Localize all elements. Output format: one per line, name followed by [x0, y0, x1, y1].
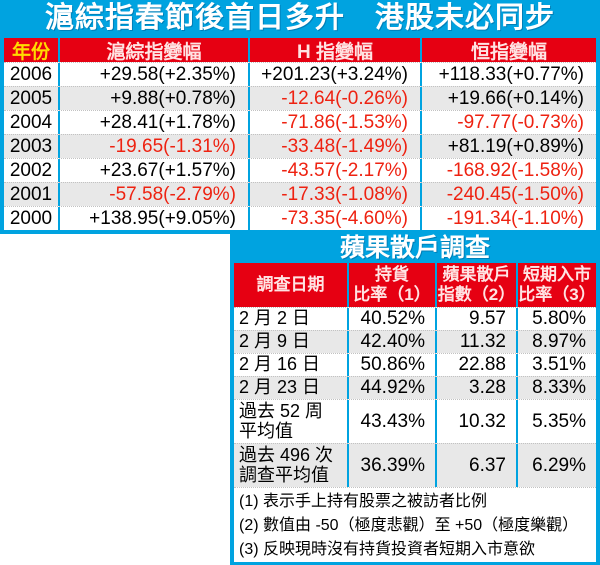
- hshare-cell: -17.33(-1.08%): [248, 183, 420, 206]
- survey-header-row: 調查日期 持貨 比率（1） 蘋果散戶 指數（2） 短期入市 比率（3）: [234, 263, 596, 307]
- entry-cell: 3.51%: [516, 354, 596, 376]
- hshare-cell: -12.64(-0.26%): [248, 87, 420, 110]
- hsi-cell: -168.92(-1.58%): [420, 159, 596, 182]
- footnote-1: (1) 表示手上持有股票之被訪者比例: [239, 493, 488, 510]
- holding-cell: 44.92%: [347, 377, 435, 399]
- col-header-holding-ratio: 持貨 比率（1）: [347, 263, 435, 307]
- holding-cell: 43.43%: [347, 400, 435, 443]
- col-header-sse-change: 滬綜指變幅: [58, 38, 248, 63]
- hshare-cell: -73.35(-4.60%): [248, 207, 420, 230]
- footnote-2: (2) 數值由 -50（極度悲觀）至 +50（極度樂觀）: [239, 517, 579, 534]
- entry-cell: 8.33%: [516, 377, 596, 399]
- col-header-entry-ratio: 短期入市 比率（3）: [516, 263, 596, 307]
- hsi-cell: -240.45(-1.50%): [420, 183, 596, 206]
- survey-row-496survey-avg: 過去 496 次 調查平均值 36.39% 6.37 6.29%: [234, 443, 596, 487]
- hshare-cell: -43.57(-2.17%): [248, 159, 420, 182]
- table-row-2005: 2005 +9.88(+0.78%) -12.64(-0.26%) +19.66…: [4, 86, 596, 110]
- sse-cell: -19.65(-1.31%): [58, 135, 248, 158]
- sse-cell: +138.95(+9.05%): [58, 207, 248, 230]
- holding-cell: 40.52%: [347, 308, 435, 330]
- survey-row-feb9: 2 月 9 日 42.40% 11.32 8.97%: [234, 330, 596, 353]
- survey-table-section: 蘋果散戶調查 調查日期 持貨 比率（1） 蘋果散戶 指數（2） 短期入市 比率（…: [230, 230, 600, 565]
- year-cell: 2004: [9, 111, 53, 133]
- entry-cell: 6.29%: [516, 444, 596, 487]
- date-cell: 2 月 2 日: [239, 308, 311, 329]
- index-cell: 10.32: [435, 400, 516, 443]
- date-cell: 過去 52 周 平均值: [239, 400, 324, 441]
- page-title: 滬綜指春節後首日多升 港股未必同步: [44, 2, 555, 34]
- footnote-list: (1) 表示手上持有股票之被訪者比例 (2) 數值由 -50（極度悲觀）至 +5…: [234, 487, 596, 562]
- table-row-2002: 2002 +23.67(+1.57%) -43.57(-2.17%) -168.…: [4, 158, 596, 182]
- sse-cell: +29.58(+2.35%): [58, 63, 248, 86]
- index-cell: 11.32: [435, 331, 516, 353]
- date-cell: 2 月 9 日: [239, 331, 311, 352]
- date-cell: 過去 496 次 調查平均值: [239, 444, 334, 485]
- index-cell: 3.28: [435, 377, 516, 399]
- survey-title: 蘋果散戶調查: [339, 234, 490, 262]
- hshare-cell: -33.48(-1.49%): [248, 135, 420, 158]
- index-cell: 9.57: [435, 308, 516, 330]
- year-cell: 2002: [9, 159, 53, 181]
- footnote-3: (3) 反映現時沒有持貨投資者短期入市意欲: [239, 541, 536, 558]
- holding-cell: 36.39%: [347, 444, 435, 487]
- index-table-section: 滬綜指春節後首日多升 港股未必同步 年份 滬綜指變幅 H 指變幅 恒指變幅 20…: [0, 0, 600, 234]
- survey-row-52week-avg: 過去 52 周 平均值 43.43% 10.32 5.35%: [234, 399, 596, 443]
- hshare-cell: -71.86(-1.53%): [248, 111, 420, 134]
- holding-cell: 50.86%: [347, 354, 435, 376]
- survey-table: 調查日期 持貨 比率（1） 蘋果散戶 指數（2） 短期入市 比率（3） 2 月 …: [234, 263, 596, 562]
- year-cell: 2005: [9, 87, 53, 109]
- survey-row-feb23: 2 月 23 日 44.92% 3.28 8.33%: [234, 376, 596, 399]
- year-cell: 2000: [9, 207, 53, 229]
- sse-cell: +23.67(+1.57%): [58, 159, 248, 182]
- date-cell: 2 月 16 日: [239, 354, 321, 375]
- col-header-hshare-change: H 指變幅: [248, 38, 420, 63]
- index-cell: 6.37: [435, 444, 516, 487]
- hsi-cell: +118.33(+0.77%): [420, 63, 596, 86]
- year-cell: 2001: [9, 183, 53, 205]
- index-table-header-row: 年份 滬綜指變幅 H 指變幅 恒指變幅: [4, 38, 596, 63]
- hsi-cell: -191.34(-1.10%): [420, 207, 596, 230]
- holding-cell: 42.40%: [347, 331, 435, 353]
- table-row-2000: 2000 +138.95(+9.05%) -73.35(-4.60%) -191…: [4, 206, 596, 230]
- hsi-cell: +19.66(+0.14%): [420, 87, 596, 110]
- col-header-survey-date: 調查日期: [256, 275, 325, 295]
- index-cell: 22.88: [435, 354, 516, 376]
- table-row-2006: 2006 +29.58(+2.35%) +201.23(+3.24%) +118…: [4, 62, 596, 86]
- survey-row-feb16: 2 月 16 日 50.86% 22.88 3.51%: [234, 353, 596, 376]
- table-row-2004: 2004 +28.41(+1.78%) -71.86(-1.53%) -97.7…: [4, 110, 596, 134]
- sse-cell: -57.58(-2.79%): [58, 183, 248, 206]
- sse-cell: +28.41(+1.78%): [58, 111, 248, 134]
- hsi-cell: -97.77(-0.73%): [420, 111, 596, 134]
- year-cell: 2006: [9, 63, 53, 85]
- table-row-2003: 2003 -19.65(-1.31%) -33.48(-1.49%) +81.1…: [4, 134, 596, 158]
- entry-cell: 8.97%: [516, 331, 596, 353]
- year-cell: 2003: [9, 135, 53, 157]
- table-row-2001: 2001 -57.58(-2.79%) -17.33(-1.08%) -240.…: [4, 182, 596, 206]
- sse-cell: +9.88(+0.78%): [58, 87, 248, 110]
- col-header-year: 年份: [11, 41, 50, 63]
- hsi-cell: +81.19(+0.89%): [420, 135, 596, 158]
- entry-cell: 5.80%: [516, 308, 596, 330]
- col-header-retail-index: 蘋果散戶 指數（2）: [435, 263, 516, 307]
- hshare-cell: +201.23(+3.24%): [248, 63, 420, 86]
- col-header-hsi-change: 恒指變幅: [420, 38, 596, 63]
- survey-row-feb2: 2 月 2 日 40.52% 9.57 5.80%: [234, 307, 596, 330]
- entry-cell: 5.35%: [516, 400, 596, 443]
- index-table: 年份 滬綜指變幅 H 指變幅 恒指變幅 2006 +29.58(+2.35%) …: [4, 38, 596, 230]
- date-cell: 2 月 23 日: [239, 377, 321, 398]
